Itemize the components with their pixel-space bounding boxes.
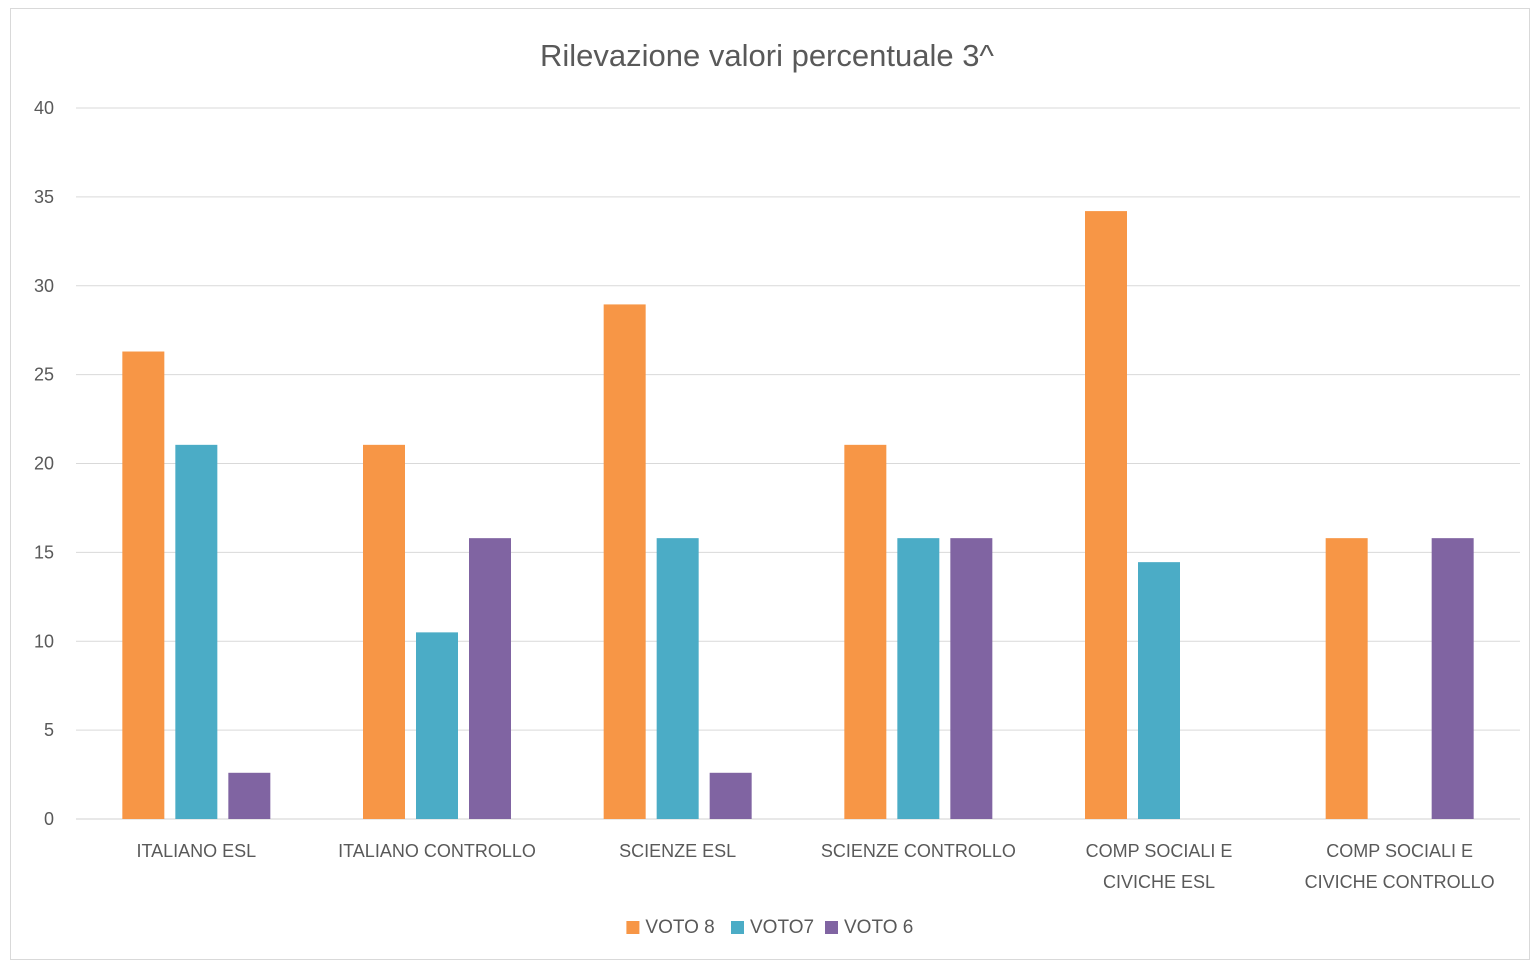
x-category-label: ITALIANO ESL	[136, 841, 256, 861]
x-category-label: CIVICHE CONTROLLO	[1305, 872, 1495, 892]
legend-label: VOTO7	[750, 917, 814, 938]
legend-label: VOTO 6	[844, 917, 913, 938]
y-tick-label: 25	[34, 365, 54, 385]
bar-voto-6-2	[709, 772, 752, 819]
x-category-label: CIVICHE ESL	[1103, 872, 1215, 892]
bar-voto7-0	[175, 444, 218, 819]
x-category-label: SCIENZE ESL	[619, 841, 736, 861]
bar-voto-6-5	[1431, 538, 1474, 819]
y-tick-label: 35	[34, 187, 54, 207]
x-category-label: SCIENZE CONTROLLO	[821, 841, 1016, 861]
bar-voto7-3	[897, 538, 940, 819]
y-tick-label: 10	[34, 631, 54, 651]
bar-voto-8-0	[122, 351, 165, 819]
y-tick-label: 20	[34, 454, 54, 474]
bar-voto-8-3	[844, 444, 887, 819]
bar-voto-8-4	[1085, 211, 1127, 820]
y-tick-label: 5	[44, 720, 54, 740]
bar-voto7-4	[1138, 562, 1180, 819]
bar-voto-8-1	[363, 444, 405, 819]
bar-voto-6-1	[469, 538, 511, 819]
y-tick-label: 30	[34, 276, 54, 296]
x-category-label: ITALIANO CONTROLLO	[338, 841, 536, 861]
y-tick-label: 40	[34, 98, 54, 118]
chart-title: Rilevazione valori percentuale 3^	[540, 38, 994, 73]
bar-voto-6-0	[228, 772, 271, 819]
bar-voto-8-5	[1325, 538, 1368, 819]
x-category-label: COMP SOCIALI E	[1326, 841, 1473, 861]
bar-voto-8-2	[603, 304, 646, 819]
bar-voto-6-3	[950, 538, 993, 819]
legend-swatch	[825, 921, 838, 934]
y-tick-label: 15	[34, 542, 54, 562]
bar-voto7-2	[656, 538, 699, 819]
legend-swatch	[731, 921, 744, 934]
x-category-label: COMP SOCIALI E	[1086, 841, 1233, 861]
bar-voto7-1	[416, 632, 458, 819]
legend-swatch	[626, 921, 640, 934]
legend-label: VOTO 8	[645, 917, 714, 938]
y-tick-label: 0	[44, 809, 54, 829]
